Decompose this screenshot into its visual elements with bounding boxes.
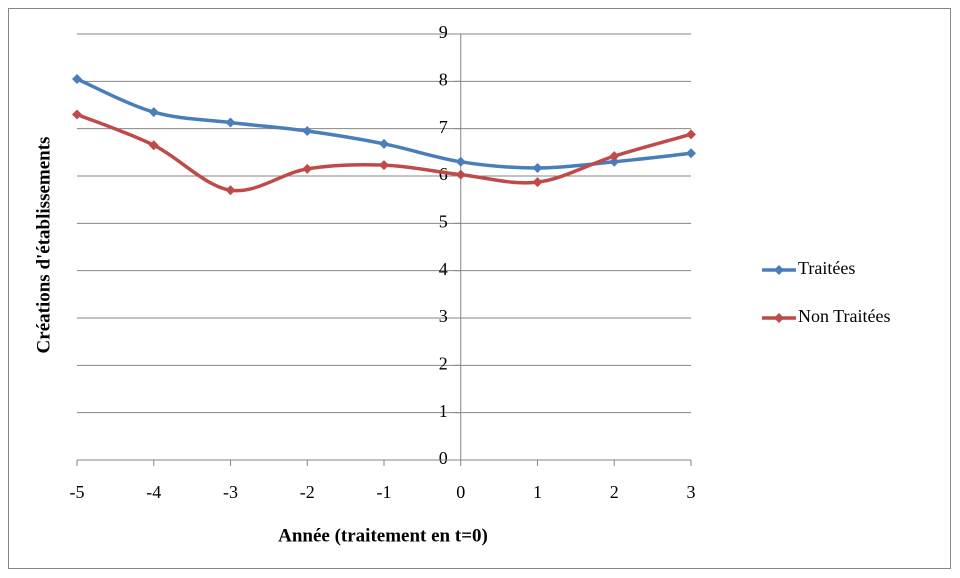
- data-point: [532, 162, 543, 173]
- data-point: [686, 129, 696, 140]
- data-point: [686, 148, 696, 159]
- data-point: [455, 156, 466, 167]
- data-point: [72, 109, 82, 120]
- data-point: [532, 177, 543, 188]
- y-tick-label: 2: [439, 353, 448, 373]
- legend-marker: [774, 313, 784, 323]
- y-tick-label: 6: [439, 164, 448, 184]
- data-point: [148, 140, 159, 151]
- x-tick-label: 1: [533, 482, 542, 502]
- x-tick-label: -1: [377, 482, 392, 502]
- legend-label: Traitées: [798, 258, 855, 278]
- y-tick-label: 5: [439, 211, 448, 231]
- x-tick-label: -5: [70, 482, 85, 502]
- chart-border: [8, 8, 951, 569]
- y-tick-label: 1: [439, 401, 448, 421]
- data-point: [609, 151, 620, 162]
- y-tick-label: 9: [439, 22, 448, 42]
- data-point: [225, 185, 236, 196]
- y-tick-label: 3: [439, 306, 448, 326]
- y-axis-label: Créations d'établissements: [33, 137, 54, 354]
- data-point: [148, 107, 159, 118]
- x-tick-label: -3: [223, 482, 238, 502]
- y-tick-label: 8: [439, 69, 448, 89]
- x-tick-label: -4: [146, 482, 161, 502]
- y-tick-label: 0: [439, 448, 448, 468]
- data-point: [72, 73, 82, 84]
- x-tick-label: 2: [610, 482, 619, 502]
- x-tick-label: -2: [300, 482, 315, 502]
- legend-label: Non Traitées: [798, 306, 891, 326]
- x-tick-label: 3: [687, 482, 696, 502]
- data-point: [302, 126, 313, 137]
- data-point: [302, 163, 313, 174]
- y-tick-label: 7: [439, 117, 448, 137]
- data-point: [225, 117, 236, 128]
- data-point: [379, 160, 389, 171]
- x-axis-label: Année (traitement en t=0): [278, 525, 488, 546]
- legend-marker: [774, 265, 784, 275]
- data-point: [455, 169, 466, 180]
- y-tick-label: 4: [439, 259, 448, 279]
- x-tick-label: 0: [456, 482, 465, 502]
- data-point: [379, 138, 389, 149]
- data-point: [609, 156, 620, 167]
